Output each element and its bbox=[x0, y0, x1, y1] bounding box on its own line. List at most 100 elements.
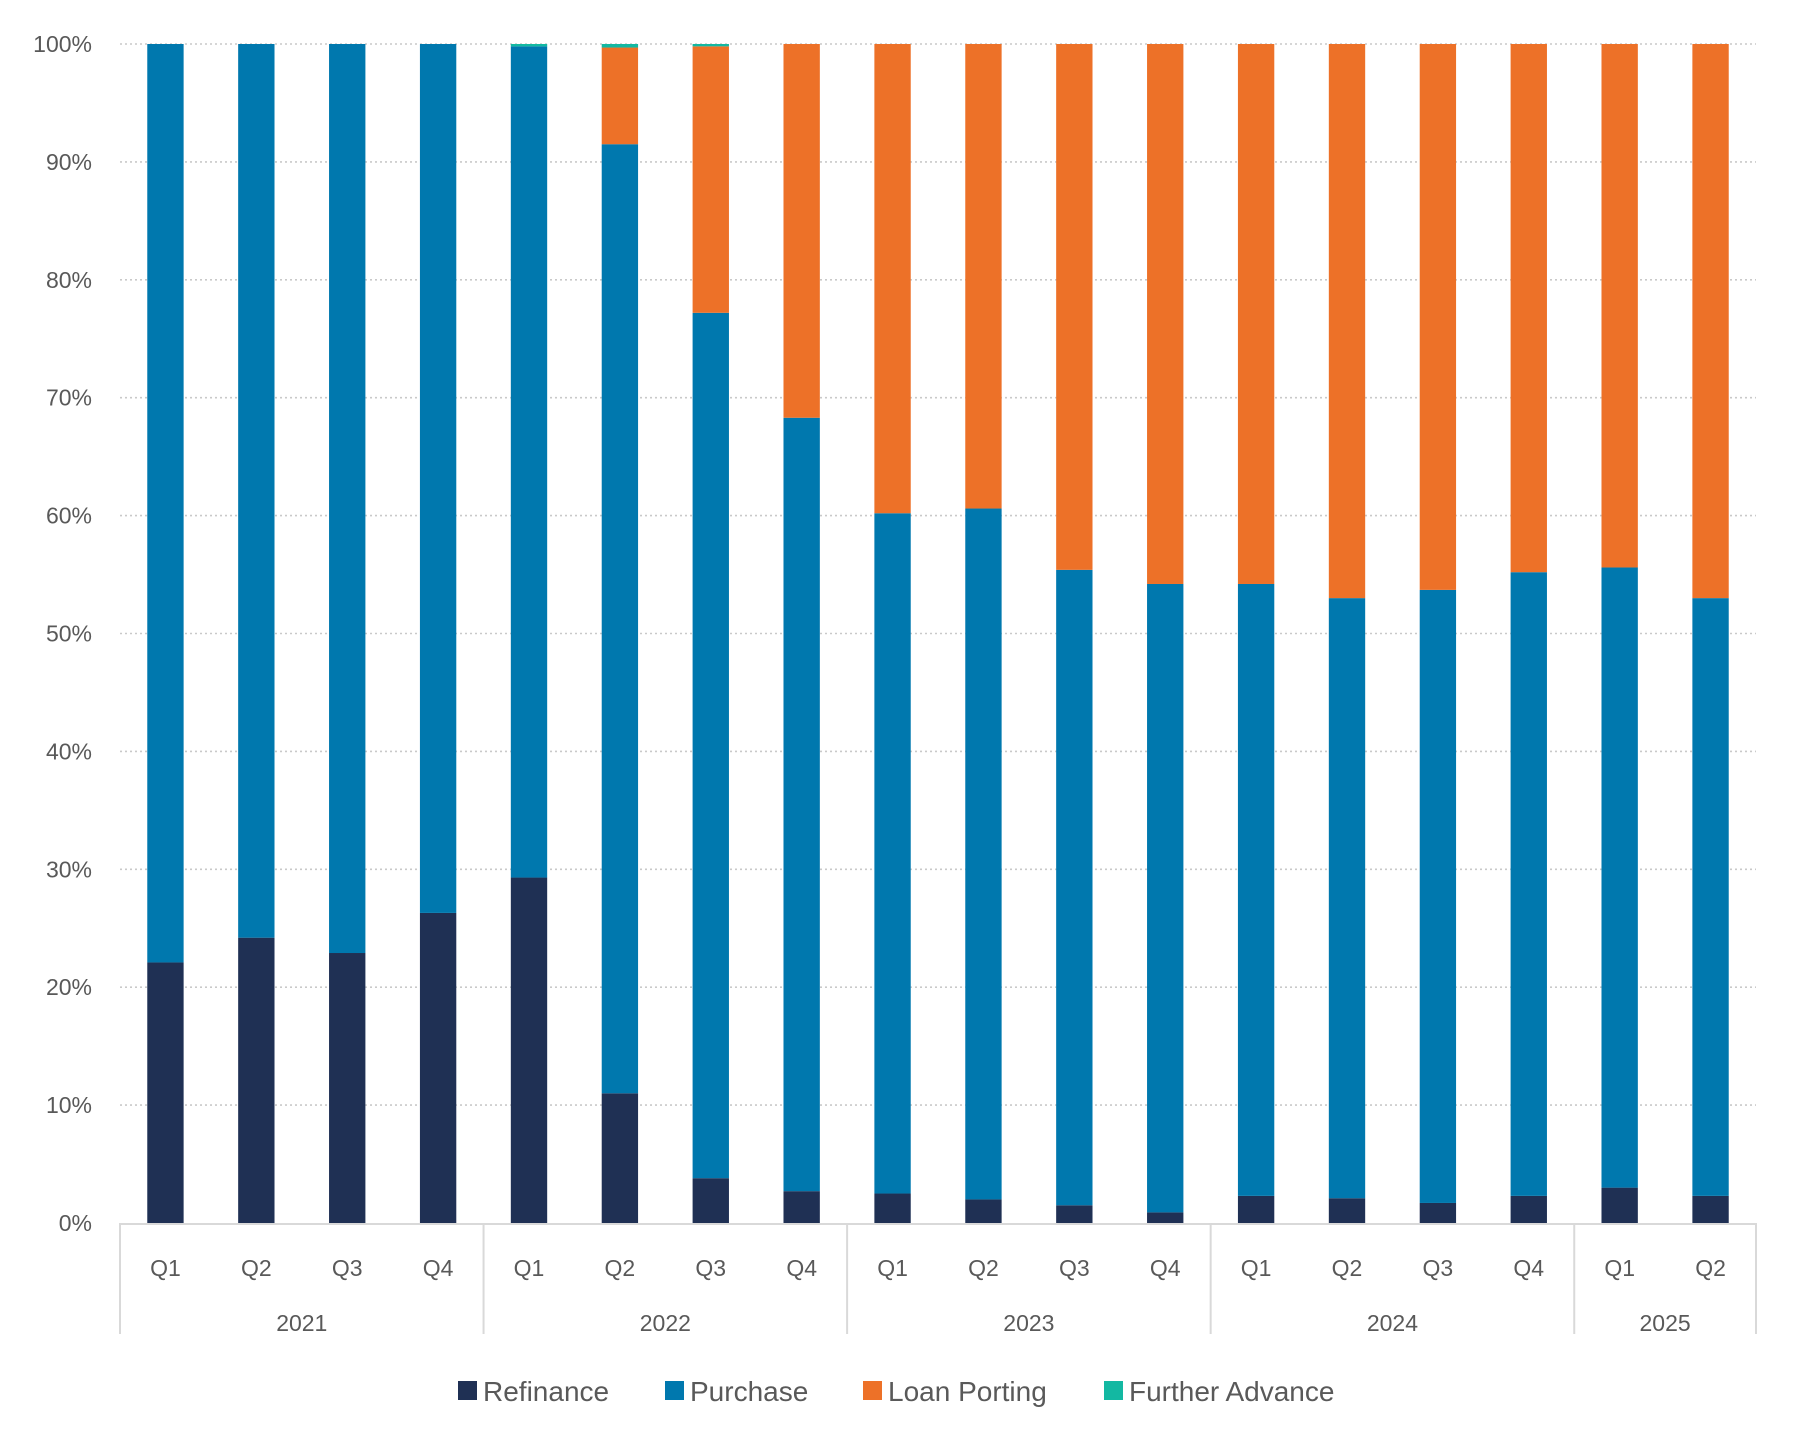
bar-stack bbox=[783, 44, 820, 1223]
quarter-label: Q1 bbox=[1241, 1255, 1272, 1281]
bar-segment-refinance bbox=[874, 1193, 911, 1223]
bar-stack bbox=[1601, 44, 1638, 1223]
legend-swatch bbox=[665, 1381, 684, 1400]
legend-item: Further Advance bbox=[1104, 1376, 1334, 1407]
bar-segment-refinance bbox=[965, 1199, 1002, 1223]
bar-stack bbox=[329, 44, 366, 1223]
y-tick-label: 0% bbox=[59, 1210, 92, 1236]
bar-segment-purchase bbox=[1237, 583, 1275, 1196]
legend-label: Loan Porting bbox=[888, 1376, 1047, 1407]
bar-stack bbox=[1328, 44, 1366, 1223]
bar-segment-refinance bbox=[1237, 1195, 1275, 1223]
bar-segment-purchase bbox=[510, 46, 548, 878]
bar-segment-purchase bbox=[1056, 569, 1093, 1206]
bar-segment-loan-porting bbox=[692, 46, 729, 313]
bar-stack bbox=[419, 44, 457, 1223]
quarter-label: Q2 bbox=[1332, 1255, 1363, 1281]
quarter-label: Q2 bbox=[968, 1255, 999, 1281]
bar-segment-refinance bbox=[238, 937, 275, 1223]
bar-segment-further-advance bbox=[692, 44, 729, 47]
legend: Refinance Purchase Loan Porting Further Adv… bbox=[458, 1376, 1334, 1407]
bar-segment-purchase bbox=[147, 44, 184, 963]
legend-label: Purchase bbox=[690, 1376, 808, 1407]
quarter-label: Q4 bbox=[1513, 1255, 1544, 1281]
bar-segment-purchase bbox=[965, 508, 1002, 1200]
bar-stack bbox=[147, 44, 184, 1223]
y-tick-label: 10% bbox=[46, 1092, 92, 1118]
y-tick-label: 50% bbox=[46, 621, 92, 647]
bar-segment-loan-porting bbox=[1692, 44, 1729, 599]
bar-segment-loan-porting bbox=[1237, 44, 1275, 584]
year-label: 2022 bbox=[640, 1310, 691, 1336]
y-tick-label: 90% bbox=[46, 149, 92, 175]
quarter-label: Q1 bbox=[877, 1255, 908, 1281]
bar-stack bbox=[238, 44, 275, 1223]
bar-segment-refinance bbox=[1419, 1202, 1457, 1223]
bar-segment-purchase bbox=[874, 513, 911, 1194]
bar-stack bbox=[1510, 44, 1547, 1223]
bar-segment-purchase bbox=[1692, 598, 1729, 1196]
bar-segment-loan-porting bbox=[1510, 44, 1547, 573]
quarter-label: Q4 bbox=[1150, 1255, 1181, 1281]
bar-segment-loan-porting bbox=[1328, 44, 1366, 599]
bars bbox=[147, 44, 1729, 1223]
y-axis: 0% 10% 20% 30% 40% 50% 60% 70% 80% 90% 100% bbox=[33, 31, 92, 1236]
bar-segment-refinance bbox=[1510, 1195, 1547, 1223]
bar-segment-purchase bbox=[1419, 589, 1457, 1203]
bar-stack bbox=[1419, 44, 1457, 1223]
legend-swatch bbox=[863, 1381, 882, 1400]
quarter-label: Q3 bbox=[695, 1255, 726, 1281]
bar-segment-refinance bbox=[510, 877, 548, 1223]
bar-segment-purchase bbox=[1601, 567, 1638, 1188]
y-tick-label: 30% bbox=[46, 856, 92, 882]
y-tick-label: 70% bbox=[46, 385, 92, 411]
quarter-label: Q2 bbox=[1695, 1255, 1726, 1281]
bar-segment-purchase bbox=[783, 417, 820, 1192]
y-tick-label: 80% bbox=[46, 267, 92, 293]
bar-segment-refinance bbox=[147, 962, 184, 1223]
x-axis: Q1 Q2 Q3 Q4 Q1 Q2 Q3 Q4 Q1 Q2 Q3 Q4 Q1 Q2 Q3 Q4 Q1 Q2 2021… bbox=[119, 1223, 1757, 1336]
bar-segment-purchase bbox=[419, 44, 457, 913]
bar-segment-loan-porting bbox=[1147, 44, 1184, 584]
bar-stack bbox=[601, 44, 639, 1223]
bar-segment-loan-porting bbox=[874, 44, 911, 514]
bar-segment-refinance bbox=[1056, 1205, 1093, 1223]
quarter-label: Q3 bbox=[1423, 1255, 1454, 1281]
bar-segment-loan-porting bbox=[601, 47, 639, 145]
year-label: 2025 bbox=[1640, 1310, 1691, 1336]
bar-segment-loan-porting bbox=[783, 44, 820, 418]
bar-segment-purchase bbox=[601, 144, 639, 1094]
quarter-label: Q1 bbox=[514, 1255, 545, 1281]
bar-segment-refinance bbox=[1147, 1212, 1184, 1223]
bar-segment-purchase bbox=[238, 44, 275, 938]
year-label: 2024 bbox=[1367, 1310, 1418, 1336]
legend-item: Purchase bbox=[665, 1376, 808, 1407]
y-tick-label: 60% bbox=[46, 503, 92, 529]
quarter-label: Q2 bbox=[241, 1255, 272, 1281]
bar-segment-refinance bbox=[329, 953, 366, 1223]
quarter-label: Q4 bbox=[423, 1255, 454, 1281]
legend-item: Refinance bbox=[458, 1376, 609, 1407]
bar-segment-purchase bbox=[329, 44, 366, 954]
legend-swatch bbox=[1104, 1381, 1123, 1400]
bar-segment-refinance bbox=[1692, 1195, 1729, 1223]
year-label: 2021 bbox=[276, 1310, 327, 1336]
bar-segment-purchase bbox=[1510, 572, 1547, 1196]
bar-segment-purchase bbox=[1328, 598, 1366, 1199]
bar-stack bbox=[965, 44, 1002, 1223]
bar-stack bbox=[874, 44, 911, 1223]
quarter-label: Q2 bbox=[605, 1255, 636, 1281]
quarter-label: Q3 bbox=[1059, 1255, 1090, 1281]
quarter-label: Q4 bbox=[786, 1255, 817, 1281]
y-tick-label: 20% bbox=[46, 974, 92, 1000]
bar-segment-loan-porting bbox=[1419, 44, 1457, 590]
bar-stack bbox=[1692, 44, 1729, 1223]
bar-segment-loan-porting bbox=[965, 44, 1002, 509]
legend-item: Loan Porting bbox=[863, 1376, 1047, 1407]
bar-segment-refinance bbox=[601, 1093, 639, 1223]
quarter-label: Q1 bbox=[1604, 1255, 1635, 1281]
bar-stack bbox=[692, 44, 729, 1223]
y-tick-label: 40% bbox=[46, 738, 92, 764]
bar-stack bbox=[1147, 44, 1184, 1223]
